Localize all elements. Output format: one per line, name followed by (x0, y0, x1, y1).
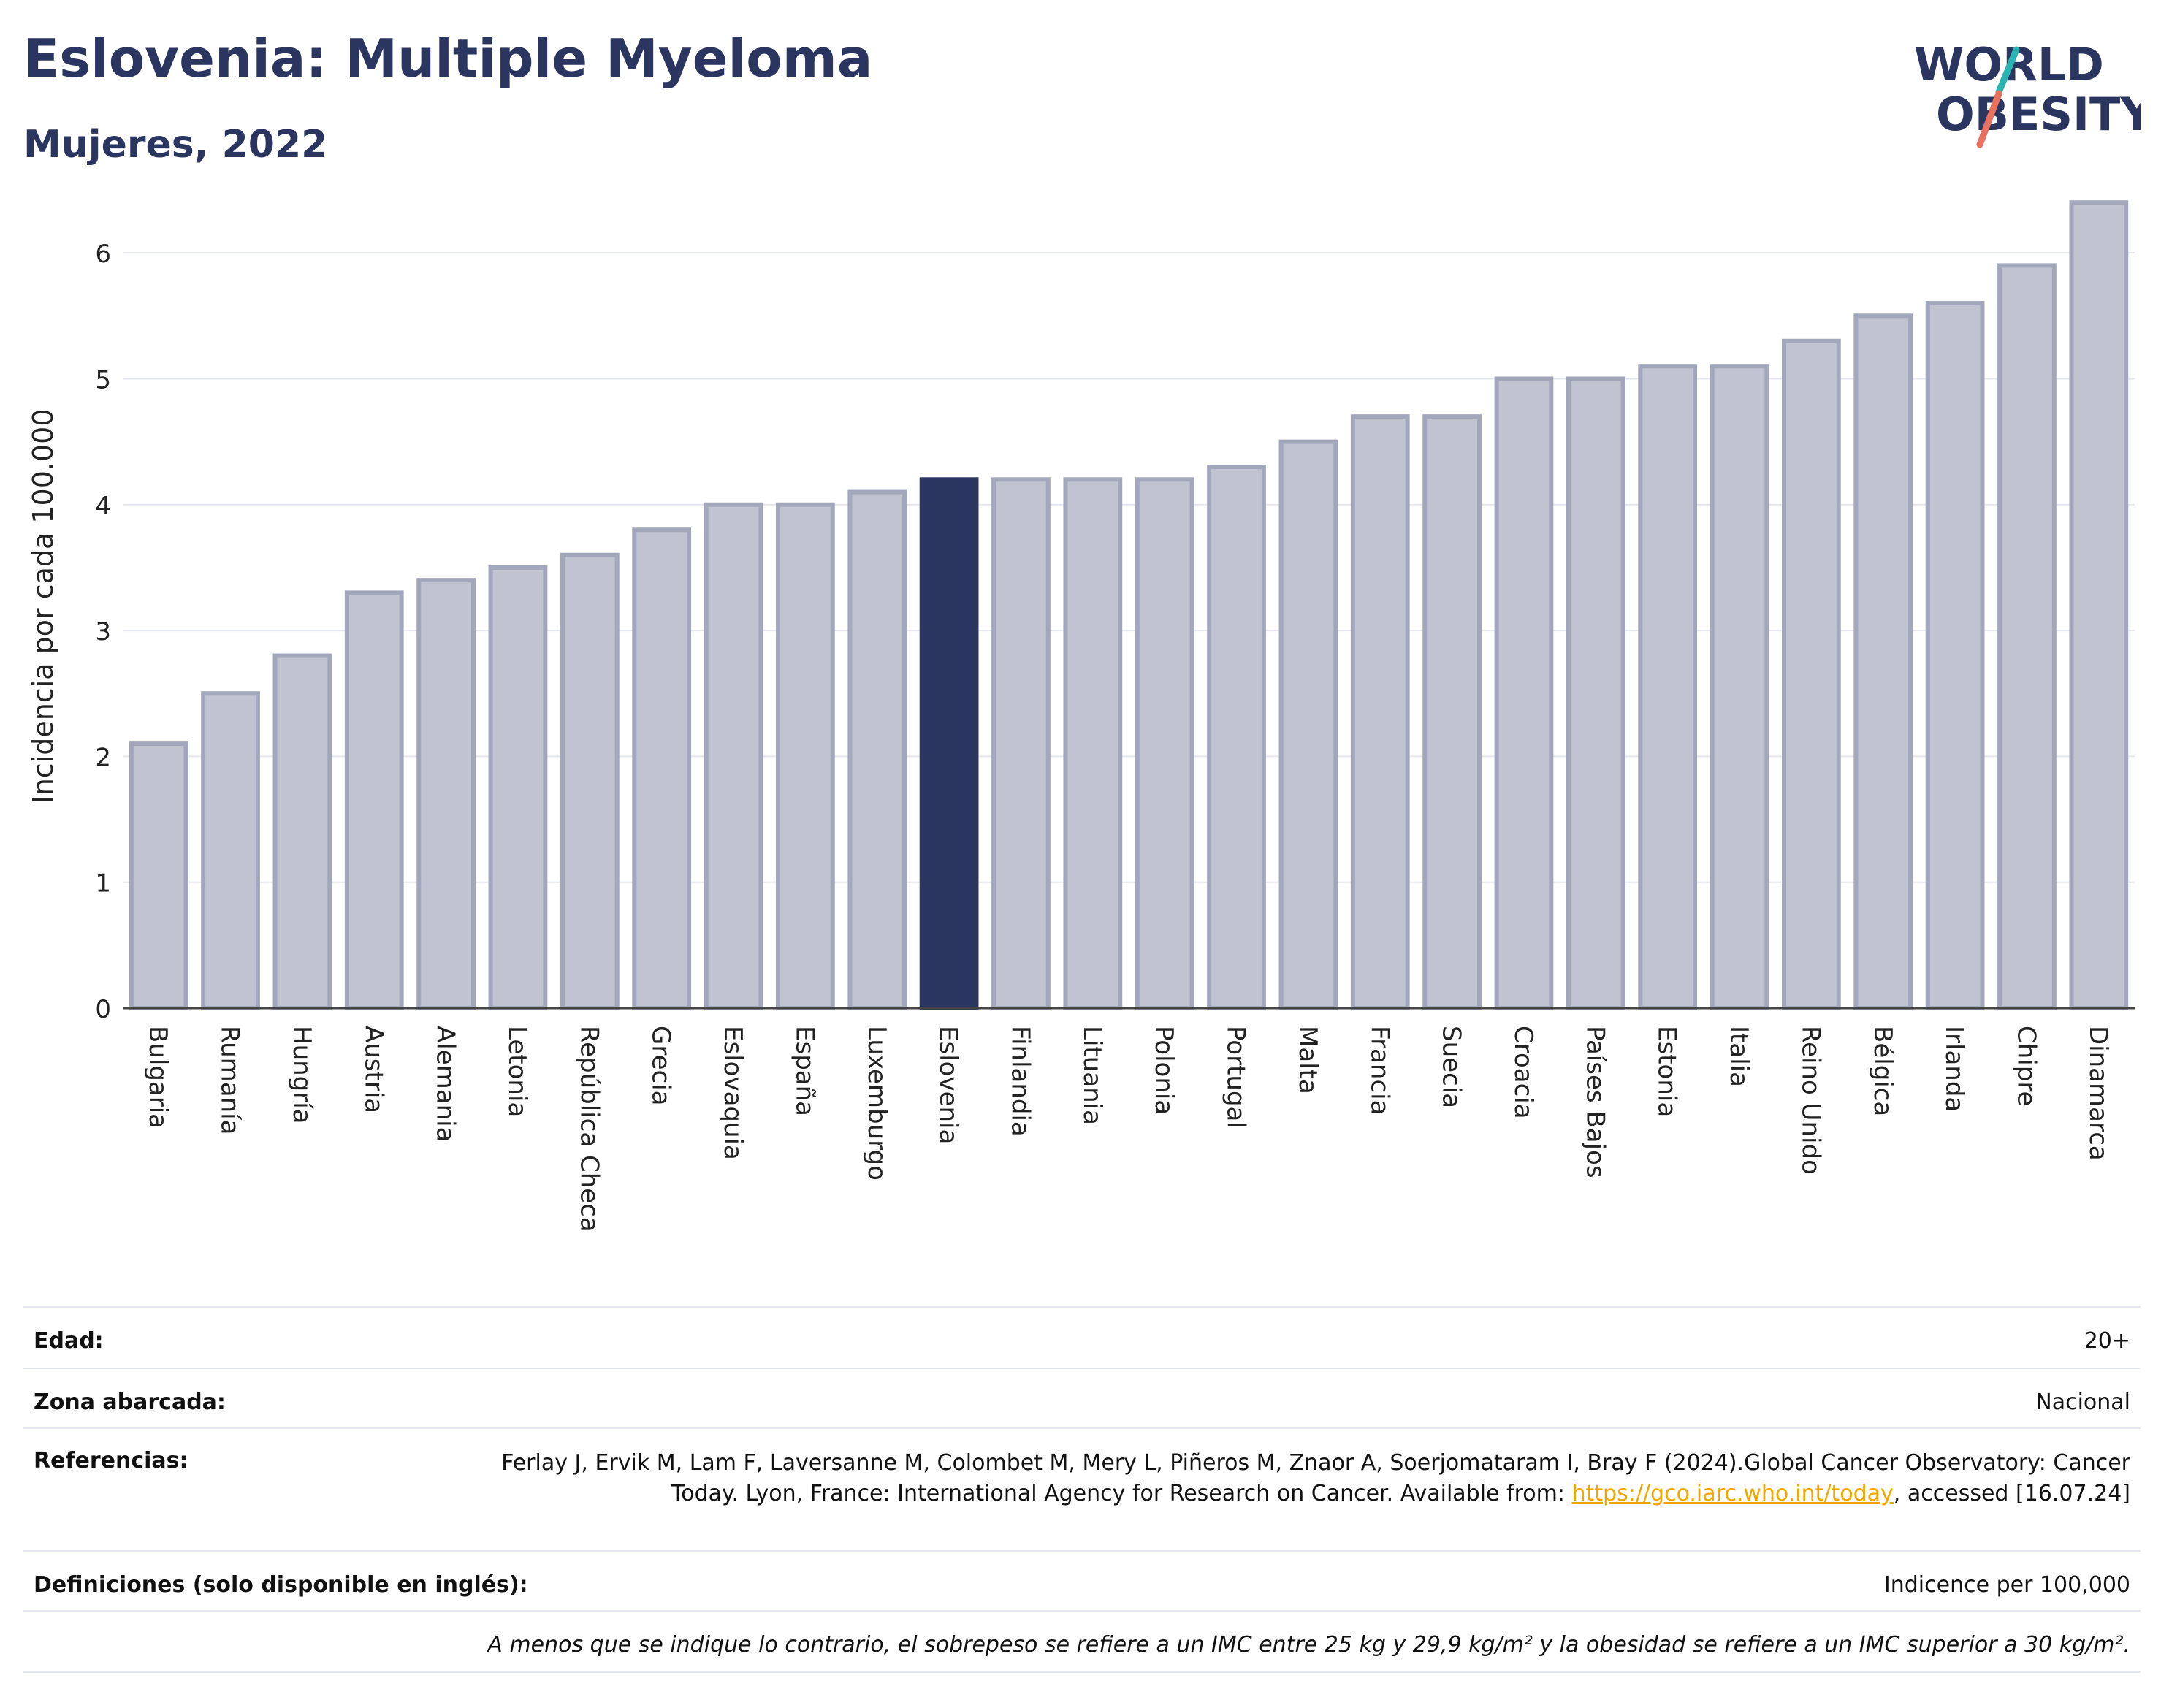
chart-title: Eslovenia: Multiple Myeloma (23, 28, 873, 89)
y-tick-label: 0 (95, 995, 111, 1024)
x-tick-label: Austria (359, 1026, 388, 1113)
x-tick-label: Eslovenia (934, 1026, 963, 1144)
bar-bulgaria (129, 741, 188, 1011)
logo-slash-teal (1995, 46, 2020, 96)
info-bottom-divider (23, 1671, 2141, 1673)
x-tick-label: Luxemburgo (862, 1026, 891, 1181)
axis-layer: 0 1 2 3 4 5 6 Bulgaria Rumanía Hungría Austria Alem… (95, 240, 2135, 1232)
logo-line-2: OBESITY (1936, 88, 2141, 141)
zona-value: Nacional (2035, 1389, 2130, 1415)
bar-reino-unido (1782, 338, 1841, 1010)
y-axis-label: Incidencia por cada 100.000 (27, 408, 59, 804)
x-tick-label: República Checa (574, 1026, 603, 1232)
bar-dinamarca (2069, 200, 2129, 1011)
x-tick-label: Italia (1724, 1026, 1753, 1087)
x-tick-label: Letonia (503, 1026, 532, 1117)
bar-bélgica (1853, 313, 1913, 1010)
bar-eslovenia (919, 477, 979, 1010)
x-tick-label: Grecia (647, 1026, 676, 1105)
bar-estonia (1638, 364, 1698, 1010)
bars-layer (129, 200, 2129, 1011)
x-tick-label: Bulgaria (143, 1026, 172, 1129)
bar-polonia (1135, 477, 1194, 1010)
referencias-text-1: Ferlay J, Ervik M, Lam F, Laversanne M, … (501, 1450, 2130, 1506)
bar-francia (1350, 414, 1410, 1010)
bar-alemania (416, 578, 476, 1010)
bar-lituania (1063, 477, 1123, 1010)
x-tick-label: Bélgica (1868, 1026, 1897, 1116)
world-obesity-logo: WORLD OBESITY (1914, 38, 2141, 148)
bar-república-checa (560, 552, 620, 1010)
definiciones-label: Definiciones (solo disponible en inglés)… (34, 1572, 528, 1598)
info-row-referencias: Referencias: Ferlay J, Ervik M, Lam F, L… (23, 1427, 2141, 1550)
x-tick-label: Francia (1365, 1026, 1394, 1115)
x-tick-label: Dinamarca (2084, 1026, 2113, 1161)
referencias-label: Referencias: (34, 1448, 188, 1473)
y-tick-label: 3 (95, 617, 111, 647)
x-tick-label: Lituania (1078, 1026, 1107, 1125)
y-tick-label: 6 (95, 240, 111, 269)
info-row-edad: Edad: 20+ (23, 1306, 2141, 1368)
bar-malta (1278, 439, 1338, 1010)
y-tick-label: 1 (95, 869, 111, 899)
bar-rumanía (201, 691, 260, 1010)
bar-chipre (1997, 263, 2057, 1010)
bar-letonia (488, 565, 548, 1010)
edad-label: Edad: (34, 1328, 104, 1354)
y-tick-label: 2 (95, 743, 111, 772)
info-table: Edad: 20+ Zona abarcada: Nacional Refere… (23, 1306, 2141, 1673)
chart-subtitle: Mujeres, 2022 (23, 123, 328, 167)
x-tick-label: Irlanda (1940, 1026, 1969, 1112)
x-tick-label: Polonia (1149, 1026, 1178, 1115)
bar-portugal (1207, 465, 1266, 1010)
x-tick-label: Rumanía (216, 1026, 245, 1135)
x-tick-label: Croacia (1509, 1026, 1538, 1119)
bar-hungría (272, 653, 332, 1010)
bar-finlandia (991, 477, 1051, 1010)
bar-chart: 0 1 2 3 4 5 6 Bulgaria Rumanía Hungría Austria Alem… (27, 200, 2135, 1232)
bar-eslovaquia (704, 502, 763, 1010)
x-tick-label: Malta (1293, 1026, 1322, 1094)
referencias-link[interactable]: https://gco.iarc.who.int/today (1571, 1481, 1894, 1506)
logo-slash-coral (1976, 90, 2002, 148)
x-tick-label: Finlandia (1005, 1026, 1034, 1137)
y-tick-label: 5 (95, 365, 111, 394)
x-tick-label: España (790, 1026, 819, 1116)
bar-países-bajos (1566, 376, 1625, 1010)
edad-value: 20+ (2084, 1328, 2130, 1354)
bar-austria (344, 590, 404, 1010)
bar-suecia (1422, 414, 1482, 1010)
x-tick-label: Estonia (1653, 1026, 1682, 1117)
x-tick-label: Portugal (1221, 1026, 1251, 1129)
bar-irlanda (1925, 301, 1985, 1011)
x-tick-label: Reino Unido (1796, 1026, 1825, 1175)
bar-españa (776, 502, 835, 1010)
definiciones-value: Indicence per 100,000 (1883, 1572, 2130, 1598)
x-tick-label: Suecia (1437, 1026, 1466, 1108)
y-tick-label: 4 (95, 492, 111, 521)
x-tick-label: Alemania (431, 1026, 460, 1142)
x-tick-label: Chipre (2011, 1026, 2040, 1106)
x-tick-label: Eslovaquia (718, 1026, 747, 1160)
footnote-text: A menos que se indique lo contrario, el … (487, 1632, 2130, 1658)
x-tick-label: Países Bajos (1580, 1026, 1609, 1178)
bar-italia (1710, 364, 1769, 1010)
referencias-text-2: , accessed [16.07.24] (1893, 1481, 2130, 1506)
x-tick-label: Hungría (287, 1026, 316, 1124)
zona-label: Zona abarcada: (34, 1389, 226, 1415)
bar-luxemburgo (847, 489, 907, 1010)
info-row-footnote: A menos que se indique lo contrario, el … (23, 1610, 2141, 1671)
info-row-zona: Zona abarcada: Nacional (23, 1368, 2141, 1427)
info-row-definiciones: Definiciones (solo disponible en inglés)… (23, 1550, 2141, 1610)
bar-croacia (1494, 376, 1554, 1010)
bar-grecia (632, 527, 692, 1010)
referencias-value: Ferlay J, Ervik M, Lam F, Laversanne M, … (487, 1448, 2130, 1550)
